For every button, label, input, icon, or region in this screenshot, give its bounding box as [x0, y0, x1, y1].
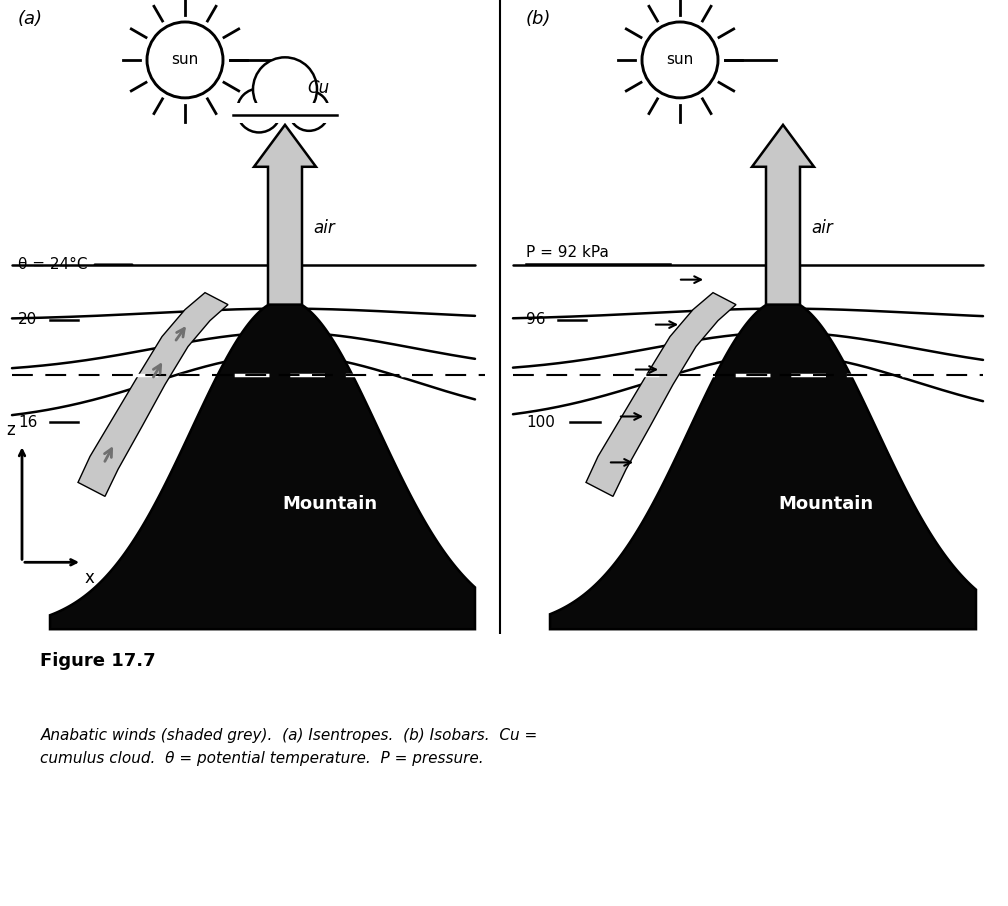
Text: θ = 24°C: θ = 24°C — [18, 257, 88, 272]
Text: 16: 16 — [18, 415, 37, 430]
Polygon shape — [50, 300, 475, 629]
Text: 100: 100 — [526, 415, 554, 430]
Text: Figure 17.7: Figure 17.7 — [40, 652, 156, 670]
Text: Mountain: Mountain — [778, 496, 874, 514]
Text: 96: 96 — [526, 312, 545, 327]
Polygon shape — [550, 300, 976, 629]
Text: 20: 20 — [18, 312, 37, 327]
Circle shape — [253, 57, 317, 121]
Polygon shape — [586, 293, 736, 496]
Polygon shape — [254, 125, 316, 304]
Text: sun: sun — [666, 53, 694, 67]
Circle shape — [237, 89, 281, 132]
Text: (a): (a) — [18, 10, 43, 28]
Circle shape — [289, 91, 329, 130]
Text: x: x — [85, 569, 95, 587]
Text: Anabatic winds (shaded grey).  (a) Isentropes.  (b) Isobars.  Cu =
cumulus cloud: Anabatic winds (shaded grey). (a) Isentr… — [40, 728, 537, 766]
Text: Cu: Cu — [307, 79, 330, 97]
Polygon shape — [78, 293, 228, 496]
Text: sun: sun — [171, 53, 199, 67]
Text: P = 92 kPa: P = 92 kPa — [526, 246, 609, 260]
Polygon shape — [752, 125, 814, 304]
Text: air: air — [313, 218, 335, 236]
Text: (b): (b) — [526, 10, 551, 28]
Bar — [233, 103, 337, 123]
Text: Mountain: Mountain — [282, 496, 378, 514]
Text: z: z — [6, 421, 15, 439]
Text: air: air — [811, 218, 833, 236]
